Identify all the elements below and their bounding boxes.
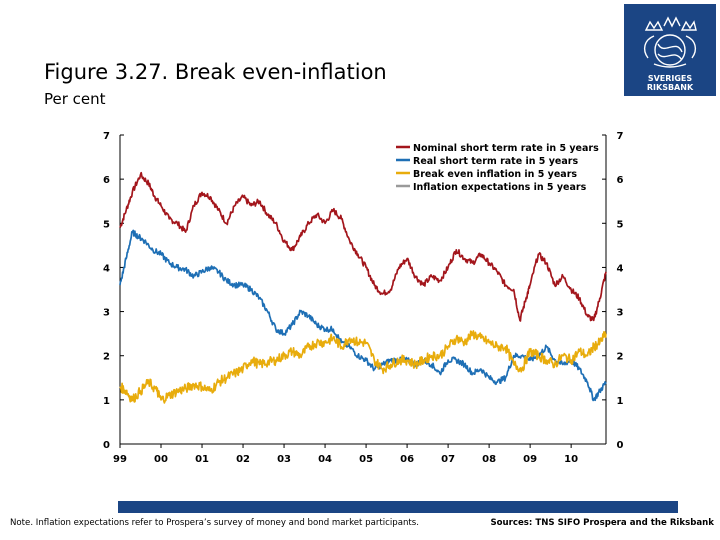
x-tick-label: 01: [195, 454, 209, 465]
y-tick-label-left: 3: [103, 308, 110, 319]
legend-label: Inflation expectations in 5 years: [413, 182, 587, 193]
y-tick-label-left: 1: [103, 396, 110, 407]
y-tick-label-right: 5: [617, 219, 624, 230]
x-tick-label: 03: [277, 454, 291, 465]
y-tick-label-right: 1: [617, 396, 624, 407]
riksbank-logo: SVERIGES RIKSBANK: [624, 4, 716, 96]
y-tick-label-left: 0: [103, 440, 110, 451]
x-tick-label: 07: [441, 454, 455, 465]
legend-label: Nominal short term rate in 5 years: [413, 143, 599, 154]
legend-label: Break even inflation in 5 years: [413, 169, 577, 180]
x-tick-label: 00: [154, 454, 168, 465]
y-tick-label-left: 5: [103, 219, 110, 230]
riksbank-emblem: [643, 16, 697, 68]
y-tick-label-right: 0: [617, 440, 624, 451]
footer-bar: [118, 501, 678, 513]
legend-label: Real short term rate in 5 years: [413, 156, 578, 167]
y-tick-label-right: 7: [617, 131, 624, 142]
y-tick-label-right: 4: [617, 263, 624, 274]
x-tick-label: 99: [113, 454, 127, 465]
figure-title: Figure 3.27. Break even-inflation: [44, 60, 387, 84]
nominal-rate-line: [119, 171, 607, 322]
y-tick-label-right: 3: [617, 308, 624, 319]
y-tick-label-right: 6: [617, 175, 624, 186]
x-tick-label: 09: [523, 454, 537, 465]
y-tick-label-right: 2: [617, 352, 624, 363]
y-tick-label-left: 7: [103, 131, 110, 142]
y-tick-label-left: 6: [103, 175, 110, 186]
x-tick-label: 02: [236, 454, 250, 465]
y-tick-label-left: 4: [103, 263, 110, 274]
logo-text-line-2: RIKSBANK: [646, 83, 694, 92]
x-tick-label: 10: [564, 454, 578, 465]
x-tick-label: 08: [482, 454, 496, 465]
source-credit: Sources: TNS SIFO Prospera and the Riksb…: [490, 518, 714, 528]
x-tick-label: 05: [359, 454, 373, 465]
footnote: Note. Inflation expectations refer to Pr…: [10, 518, 420, 528]
y-tick-label-left: 2: [103, 352, 110, 363]
logo-text-line-1: SVERIGES: [647, 74, 693, 83]
x-tick-label: 06: [400, 454, 414, 465]
real-rate-line: [119, 229, 607, 402]
x-tick-label: 04: [318, 454, 332, 465]
breakeven-line: [119, 330, 607, 404]
figure-unit: Per cent: [44, 90, 106, 108]
